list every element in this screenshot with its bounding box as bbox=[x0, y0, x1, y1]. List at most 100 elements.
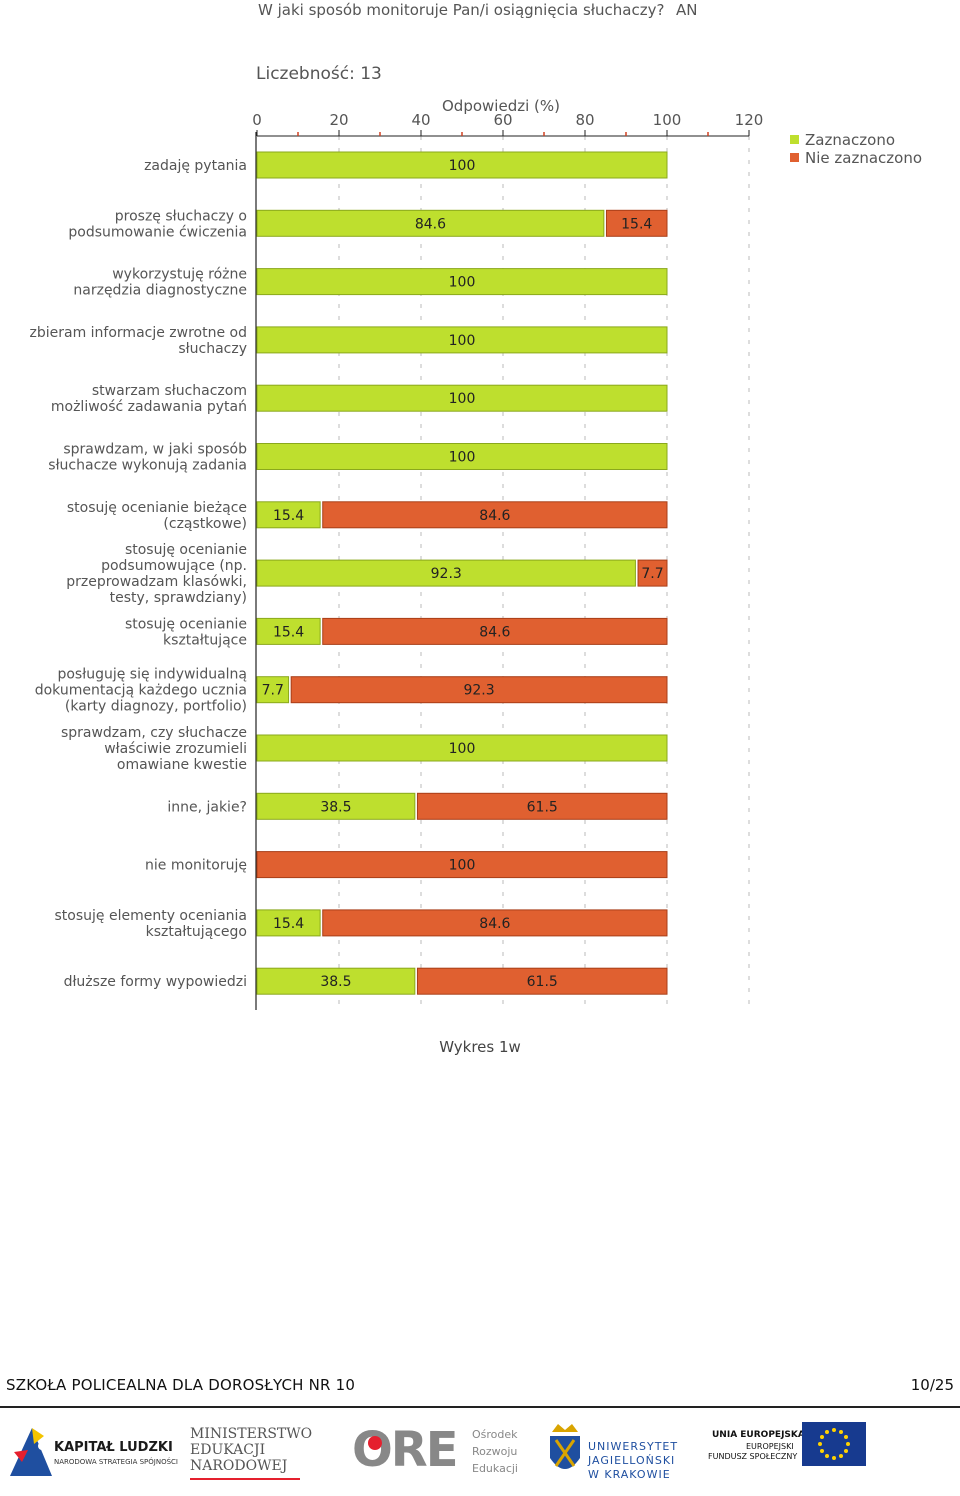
bar-nie-zaznaczono bbox=[290, 676, 668, 704]
category-label: stosuję elementy oceniania kształtującego bbox=[55, 908, 248, 940]
legend-swatch bbox=[790, 153, 799, 162]
category-label: sprawdzam, w jaki sposób słuchacze wykonu… bbox=[48, 442, 247, 474]
uj-crest-icon bbox=[550, 1424, 580, 1469]
ore-red-dot-icon bbox=[368, 1436, 382, 1450]
category-label: stosuję ocenianie podsumowujące (np. przep… bbox=[66, 542, 247, 606]
bar-zaznaczono bbox=[256, 443, 668, 470]
kl-title: KAPITAŁ LUDZKI bbox=[54, 1440, 173, 1455]
bar-zaznaczono bbox=[256, 384, 668, 412]
bar-value-label: 15.4 bbox=[273, 508, 304, 524]
x-tick-label: 120 bbox=[735, 111, 764, 129]
sponsor-logos: KAPITAŁ LUDZKI NARODOWA STRATEGIA SPÓJNO… bbox=[0, 1418, 960, 1488]
category-label-line: testy, sprawdziany) bbox=[110, 590, 247, 606]
category-label-line: stwarzam słuchaczom bbox=[92, 383, 247, 399]
x-tick-label: 60 bbox=[493, 111, 512, 129]
ore-line-1: Ośrodek bbox=[472, 1428, 518, 1441]
bar-value-label: 100 bbox=[449, 333, 476, 349]
bar-value-label: 100 bbox=[449, 858, 476, 874]
bar-value-label: 61.5 bbox=[527, 799, 558, 815]
bar-value-label: 15.4 bbox=[273, 624, 304, 640]
category-label: wykorzystuję różne narzędzia diagnostyczn… bbox=[73, 267, 247, 299]
category-label-line: inne, jakie? bbox=[167, 799, 247, 815]
eu-line-2: EUROPEJSKI bbox=[746, 1442, 794, 1451]
footer-divider bbox=[0, 1406, 960, 1408]
ore-mark: ORE bbox=[352, 1422, 459, 1478]
bar-value-label: 15.4 bbox=[273, 916, 304, 932]
x-tick-label: 80 bbox=[575, 111, 594, 129]
uj-logo: UNIWERSYTET JAGIELLOŃSKI W KRAKOWIE bbox=[548, 1418, 688, 1484]
bar-zaznaczono bbox=[256, 326, 668, 354]
category-label-line: sprawdzam, w jaki sposób bbox=[63, 442, 247, 458]
eu-flag-icon bbox=[802, 1422, 866, 1466]
category-label: stosuję ocenianie kształtujące bbox=[125, 616, 247, 648]
bar-value-label: 100 bbox=[449, 741, 476, 757]
uj-line-2: JAGIELLOŃSKI bbox=[588, 1454, 676, 1467]
category-label-line: stosuję ocenianie bieżące bbox=[67, 500, 247, 516]
x-tick-label: 0 bbox=[252, 111, 262, 129]
figure-caption: Wykres 1w bbox=[439, 1038, 521, 1056]
category-label-line: stosuję elementy oceniania bbox=[55, 908, 248, 924]
bar-value-label: 100 bbox=[449, 275, 476, 291]
bar-zaznaczono bbox=[256, 268, 668, 296]
category-label: nie monitoruję bbox=[145, 858, 247, 874]
category-label-line: stosuję ocenianie bbox=[125, 616, 247, 632]
category-label-line: podsumowujące (np. bbox=[101, 558, 247, 574]
bar-value-label: 92.3 bbox=[431, 566, 462, 582]
bar-value-label: 61.5 bbox=[527, 974, 558, 990]
category-label-line: wykorzystuję różne bbox=[112, 267, 247, 283]
category-label-line: podsumowanie ćwiczenia bbox=[68, 224, 247, 240]
bar-zaznaczono bbox=[256, 967, 416, 995]
bar-zaznaczono bbox=[256, 792, 416, 820]
kl-subtitle: NARODOWA STRATEGIA SPÓJNOŚCI bbox=[54, 1458, 178, 1466]
bar-value-label: 84.6 bbox=[415, 216, 446, 232]
footer-page-number: 10/25 bbox=[910, 1376, 954, 1394]
bar-zaznaczono bbox=[256, 209, 605, 237]
men-underline bbox=[190, 1478, 300, 1480]
bar-value-label: 38.5 bbox=[320, 974, 351, 990]
category-label-line: omawiane kwestie bbox=[117, 757, 247, 773]
category-label: posługuję się indywidualną dokumentacją k… bbox=[35, 667, 247, 715]
legend-label: Zaznaczono bbox=[805, 131, 895, 149]
bar-value-label: 92.3 bbox=[463, 683, 494, 699]
bar-nie-zaznaczono bbox=[605, 209, 668, 237]
category-label-line: proszę słuchaczy o bbox=[115, 208, 247, 224]
bar-value-label: 84.6 bbox=[479, 916, 510, 932]
bar-nie-zaznaczono bbox=[322, 909, 668, 937]
x-tick-label: 20 bbox=[329, 111, 348, 129]
x-axis: 0 20 40 60 80 100 120 bbox=[252, 111, 763, 1010]
category-label: zadaję pytania bbox=[144, 158, 247, 174]
ore-logo: ORE Ośrodek Rozwoju Edukacji bbox=[352, 1418, 532, 1484]
category-label-line: sprawdzam, czy słuchacze bbox=[61, 725, 247, 741]
legend-label: Nie zaznaczono bbox=[805, 149, 922, 167]
eu-line-3: FUNDUSZ SPOŁECZNY bbox=[708, 1452, 798, 1461]
bar-value-label: 7.7 bbox=[641, 566, 663, 582]
category-label-line: posługuję się indywidualną bbox=[57, 667, 247, 683]
bar-nie-zaznaczono bbox=[416, 967, 668, 995]
sample-count: Liczebność: 13 bbox=[256, 64, 382, 84]
category-label-line: (cząstkowe) bbox=[163, 516, 247, 532]
category-label-line: możliwość zadawania pytań bbox=[51, 399, 247, 415]
category-label: dłuższe formy wypowiedzi bbox=[64, 974, 247, 990]
category-label-line: dokumentacją każdego ucznia bbox=[35, 683, 247, 699]
category-label-line: kształtującego bbox=[146, 924, 247, 940]
bar-nie-zaznaczono bbox=[637, 559, 668, 587]
category-label-line: przeprowadzam klasówki, bbox=[66, 574, 247, 590]
category-label-line: zadaję pytania bbox=[144, 158, 247, 174]
bar-value-label: 100 bbox=[449, 158, 476, 174]
bar-zaznaczono bbox=[256, 734, 668, 762]
men-line-3: NARODOWEJ bbox=[190, 1458, 288, 1474]
chart-question: W jaki sposób monitoruje Pan/i osiągnięc… bbox=[258, 1, 664, 19]
category-label-line: dłuższe formy wypowiedzi bbox=[64, 974, 247, 990]
category-label-line: słuchacze wykonują zadania bbox=[48, 458, 247, 474]
category-label-line: (karty diagnozy, portfolio) bbox=[65, 699, 247, 715]
bar-value-label: 38.5 bbox=[320, 799, 351, 815]
bar-zaznaczono bbox=[256, 617, 321, 645]
bar-zaznaczono bbox=[256, 501, 321, 529]
category-label: sprawdzam, czy słuchacze właściwie zrozum… bbox=[61, 725, 247, 773]
eu-logo: UNIA EUROPEJSKA EUROPEJSKI FUNDUSZ SPOŁE… bbox=[706, 1418, 876, 1484]
bar-value-label: 15.4 bbox=[621, 216, 652, 232]
uj-line-1: UNIWERSYTET bbox=[588, 1440, 679, 1453]
men-logo: MINISTERSTWO EDUKACJI NARODOWEJ bbox=[190, 1418, 320, 1484]
